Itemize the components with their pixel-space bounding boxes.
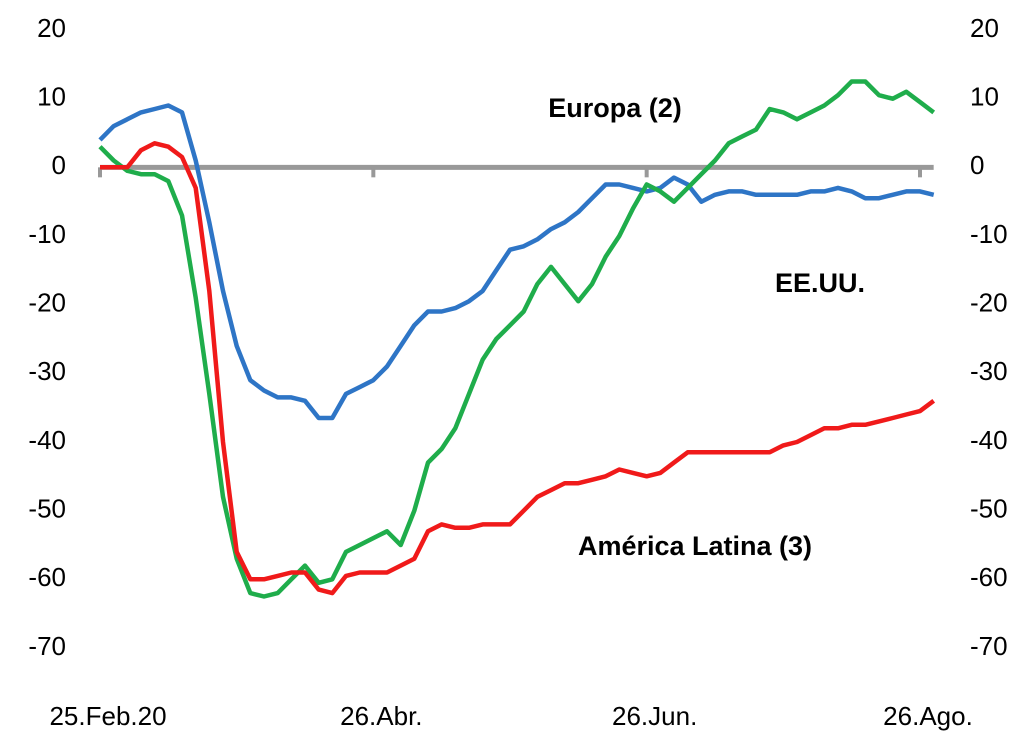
y-tick-label: -30 bbox=[28, 356, 66, 386]
y-tick-label: 10 bbox=[37, 82, 66, 112]
y-tick-label: -20 bbox=[28, 288, 66, 318]
y-tick-label: 0 bbox=[52, 150, 66, 180]
y-tick-label: -50 bbox=[28, 494, 66, 524]
y-tick-label: -10 bbox=[28, 219, 66, 249]
y2-tick-label: 0 bbox=[970, 150, 984, 180]
y-tick-label: -60 bbox=[28, 562, 66, 592]
y2-tick-label: -40 bbox=[970, 425, 1008, 455]
x-tick-label: 25.Feb.20 bbox=[49, 701, 166, 731]
y-tick-label: -40 bbox=[28, 425, 66, 455]
y2-tick-label: -60 bbox=[970, 562, 1008, 592]
y-tick-label: 20 bbox=[37, 13, 66, 43]
y-tick-label: -70 bbox=[28, 631, 66, 661]
line bbox=[98, 103, 935, 421]
y2-tick-label: 10 bbox=[970, 82, 999, 112]
x-tick-label: 26.Jun. bbox=[612, 701, 697, 731]
series-label: Europa (2) bbox=[548, 93, 682, 123]
x-tick-label: 26.Ago. bbox=[883, 701, 973, 731]
line bbox=[100, 141, 936, 596]
y2-tick-label: -70 bbox=[970, 631, 1008, 661]
y2-tick-label: 20 bbox=[970, 13, 999, 43]
y2-tick-label: -20 bbox=[970, 288, 1008, 318]
series-label: América Latina (3) bbox=[578, 531, 812, 561]
x-tick-label: 26.Abr. bbox=[340, 701, 422, 731]
y2-tick-label: -30 bbox=[970, 356, 1008, 386]
y2-tick-label: -10 bbox=[970, 219, 1008, 249]
line bbox=[98, 79, 936, 599]
plot bbox=[98, 79, 936, 599]
series-label: EE.UU. bbox=[775, 268, 865, 298]
y2-tick-label: -50 bbox=[970, 494, 1008, 524]
